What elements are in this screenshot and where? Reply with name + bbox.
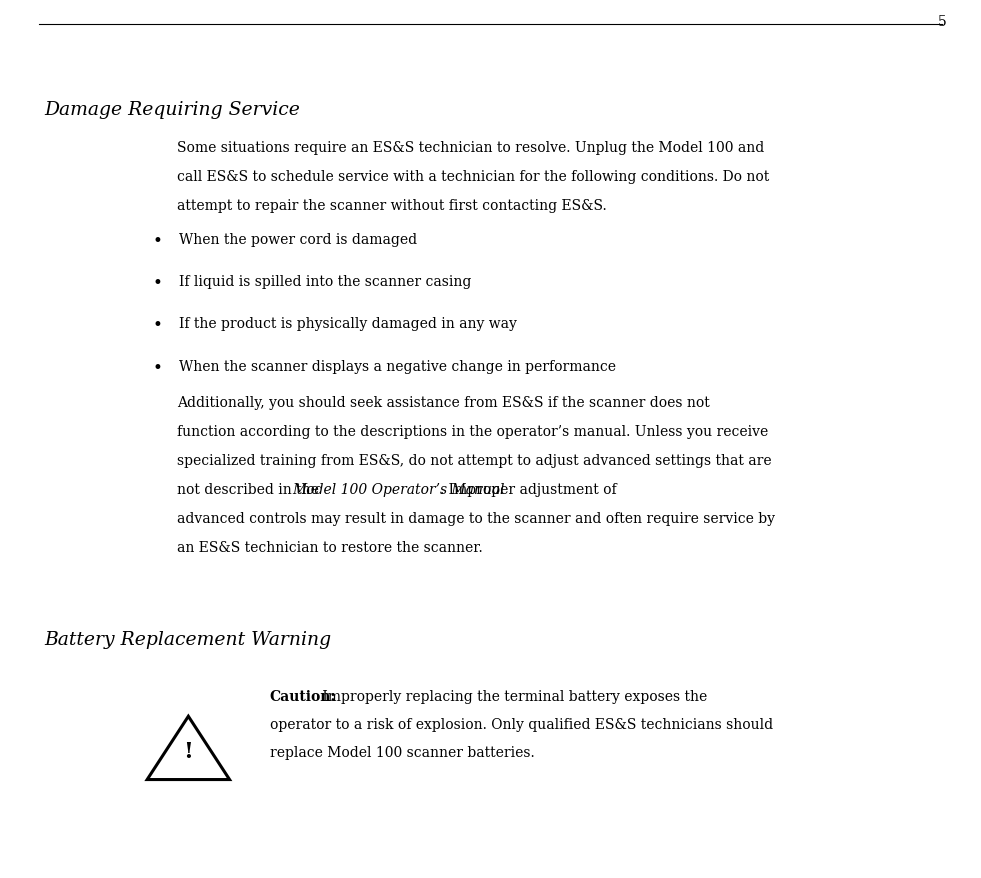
Text: Some situations require an ES&S technician to resolve. Unplug the Model 100 and: Some situations require an ES&S technici… [177, 140, 764, 155]
Text: not described in the: not described in the [177, 482, 323, 496]
Text: operator to a risk of explosion. Only qualified ES&S technicians should: operator to a risk of explosion. Only qu… [270, 717, 773, 731]
Text: replace Model 100 scanner batteries.: replace Model 100 scanner batteries. [270, 745, 535, 759]
Text: •: • [152, 359, 162, 376]
Text: When the power cord is damaged: When the power cord is damaged [179, 233, 417, 247]
Text: call ES&S to schedule service with a technician for the following conditions. Do: call ES&S to schedule service with a tec… [177, 169, 769, 184]
Text: !: ! [183, 740, 193, 762]
Text: Improperly replacing the terminal battery exposes the: Improperly replacing the terminal batter… [319, 689, 707, 703]
Text: If the product is physically damaged in any way: If the product is physically damaged in … [179, 317, 516, 331]
Text: Additionally, you should seek assistance from ES&S if the scanner does not: Additionally, you should seek assistance… [177, 395, 709, 409]
Text: •: • [152, 233, 162, 249]
Text: Caution:: Caution: [270, 689, 336, 703]
Text: •: • [152, 275, 162, 291]
Text: . Improper adjustment of: . Improper adjustment of [440, 482, 617, 496]
Text: an ES&S technician to restore the scanner.: an ES&S technician to restore the scanne… [177, 540, 483, 554]
Text: •: • [152, 317, 162, 334]
Text: function according to the descriptions in the operator’s manual. Unless you rece: function according to the descriptions i… [177, 424, 768, 438]
Text: Model 100 Operator’s Manual: Model 100 Operator’s Manual [292, 482, 504, 496]
Text: Battery Replacement Warning: Battery Replacement Warning [44, 630, 332, 648]
Text: If liquid is spilled into the scanner casing: If liquid is spilled into the scanner ca… [179, 275, 471, 289]
Text: advanced controls may result in damage to the scanner and often require service : advanced controls may result in damage t… [177, 511, 775, 525]
Text: attempt to repair the scanner without first contacting ES&S.: attempt to repair the scanner without fi… [177, 198, 606, 212]
Text: specialized training from ES&S, do not attempt to adjust advanced settings that : specialized training from ES&S, do not a… [177, 453, 771, 467]
Text: Damage Requiring Service: Damage Requiring Service [44, 101, 300, 119]
Text: When the scanner displays a negative change in performance: When the scanner displays a negative cha… [179, 359, 615, 373]
Text: 5: 5 [938, 15, 947, 29]
